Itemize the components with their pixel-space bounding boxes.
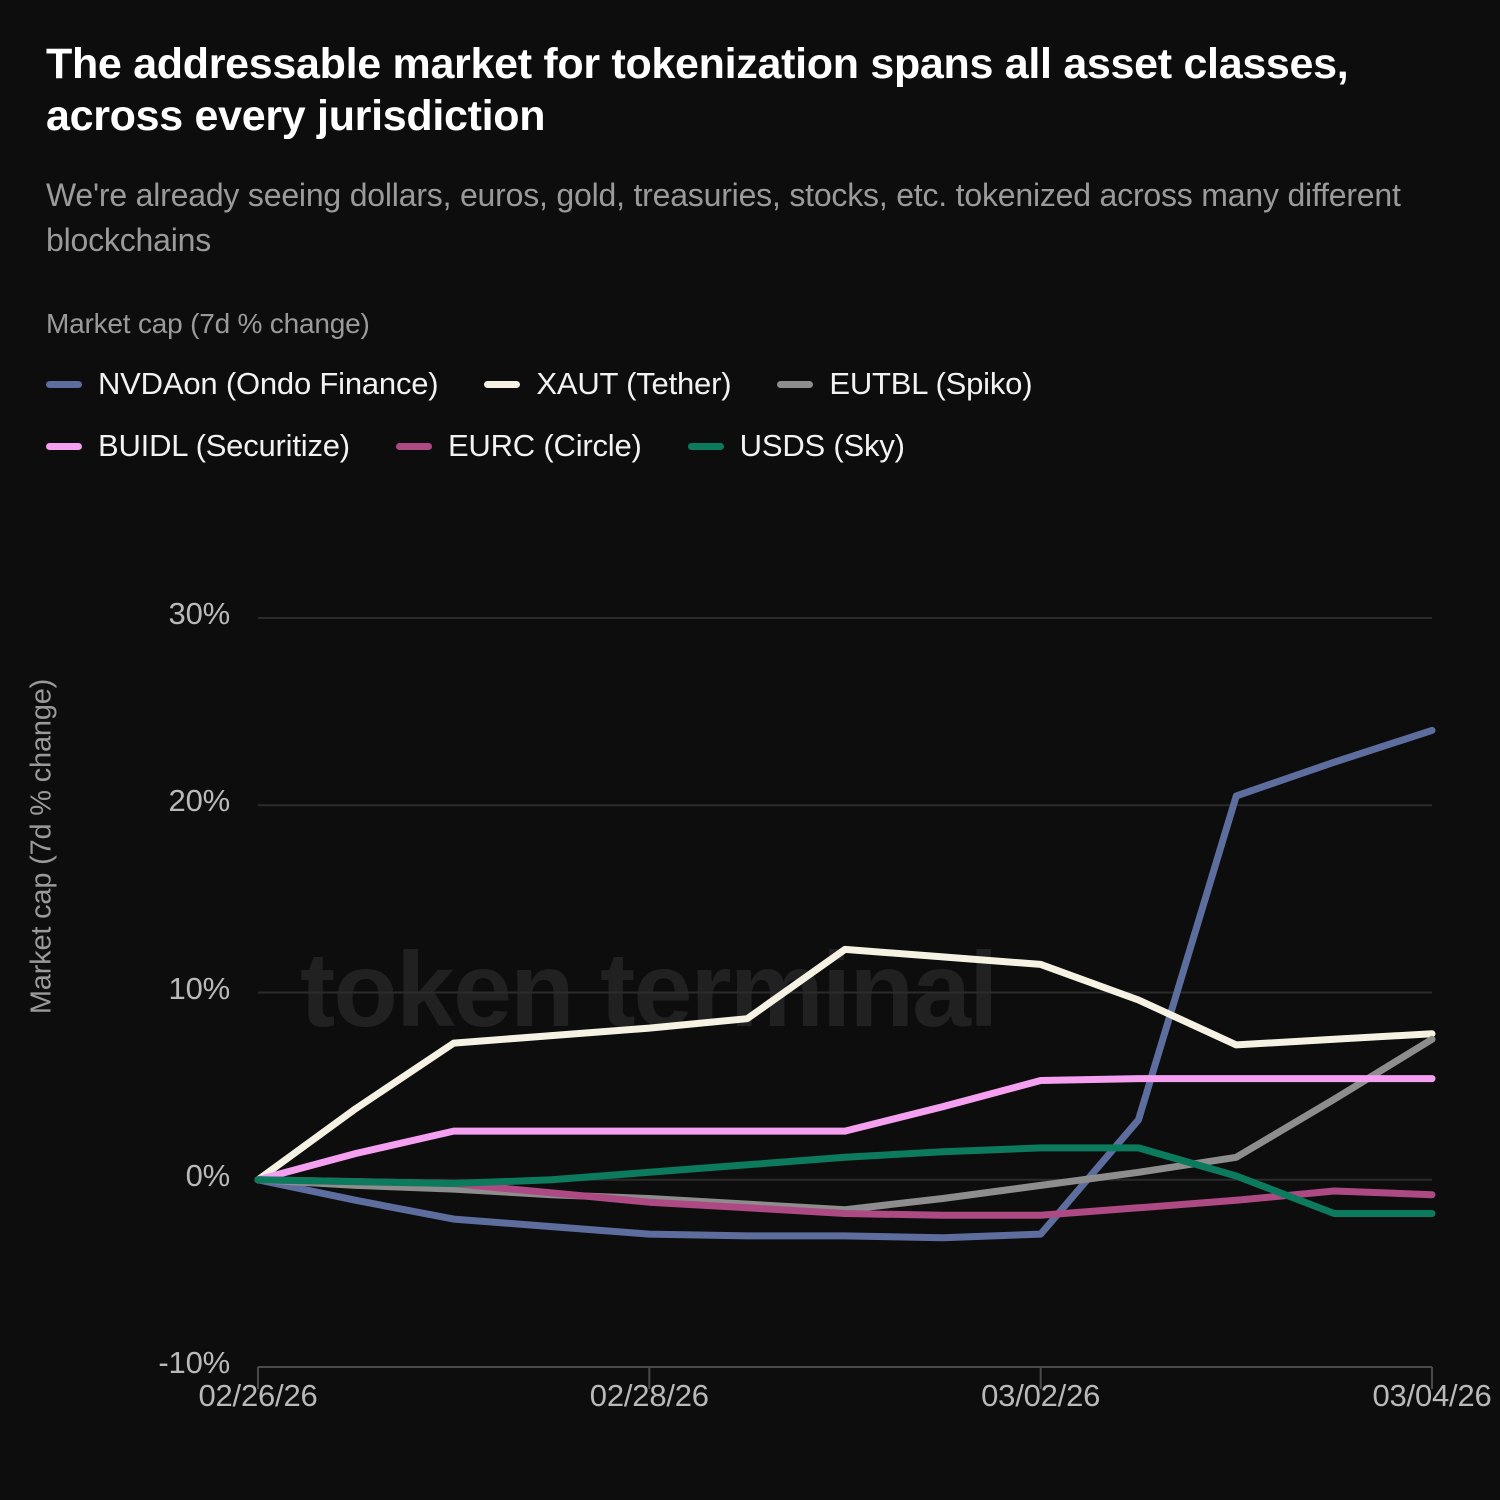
x-axis-tick-label: 03/02/26 (981, 1378, 1101, 1413)
y-axis-tick-label: 30% (168, 596, 231, 631)
legend-swatch-icon (777, 380, 814, 388)
y-axis-tick-label: -10% (158, 1345, 230, 1380)
legend-heading: Market cap (7d % change) (46, 308, 370, 339)
x-axis-tick-label: 02/28/26 (589, 1378, 709, 1413)
y-axis-label: Market cap (7d % change) (25, 678, 58, 1015)
y-axis-tick-label: 0% (185, 1157, 231, 1193)
series-line[interactable] (254, 726, 1436, 1242)
legend: Market cap (7d % change) NVDAon (Ondo Fi… (46, 308, 1446, 464)
watermark: token terminal (300, 931, 999, 1049)
y-axis-tick-label: 20% (168, 783, 231, 819)
legend-item-label: USDS (Sky) (739, 428, 905, 463)
legend-item-label: BUIDL (Securitize) (98, 428, 350, 463)
legend-item-label: NVDAon (Ondo Finance) (98, 366, 439, 401)
series-line[interactable] (254, 1075, 1436, 1184)
y-axis-tick-label: 10% (168, 970, 231, 1006)
legend-swatch-icon (46, 380, 82, 388)
legend-item[interactable]: XAUT (Tether) (484, 366, 732, 402)
legend-item-label: EUTBL (Spiko) (829, 366, 1033, 401)
series-line[interactable] (254, 1176, 1436, 1219)
legend-swatch-icon (395, 442, 432, 450)
legend-rows: NVDAon (Ondo Finance) XAUT (Tether) EUTBL … (46, 366, 1446, 464)
legend-swatch-icon (46, 442, 82, 450)
chart-header: The addressable market for tokenization … (46, 38, 1466, 263)
x-axis-tick-label: 02/26/26 (198, 1378, 318, 1413)
x-axis-tick-label: 03/04/26 (1372, 1378, 1492, 1413)
legend-item-label: XAUT (Tether) (536, 366, 732, 401)
legend-item[interactable]: USDS (Sky) (687, 428, 905, 464)
series-line[interactable] (254, 945, 1436, 1184)
page-title: The addressable market for tokenization … (46, 40, 1349, 141)
legend-item[interactable]: BUIDL (Securitize) (46, 428, 350, 464)
legend-swatch-icon (687, 442, 724, 450)
legend-item[interactable]: EURC (Circle) (395, 428, 642, 464)
legend-row: BUIDL (Securitize) EURC (Circle) USDS (Sky… (46, 428, 1446, 464)
legend-item[interactable]: NVDAon (Ondo Finance) (46, 366, 439, 402)
legend-item[interactable]: EUTBL (Spiko) (777, 366, 1033, 402)
legend-swatch-icon (484, 380, 521, 388)
legend-item-label: EURC (Circle) (447, 428, 642, 463)
legend-row: NVDAon (Ondo Finance) XAUT (Tether) EUTBL … (46, 366, 1446, 402)
page-subtitle: We're already seeing dollars, euros, gol… (46, 176, 1401, 258)
series-line[interactable] (254, 1144, 1436, 1217)
series-line[interactable] (254, 1035, 1436, 1214)
